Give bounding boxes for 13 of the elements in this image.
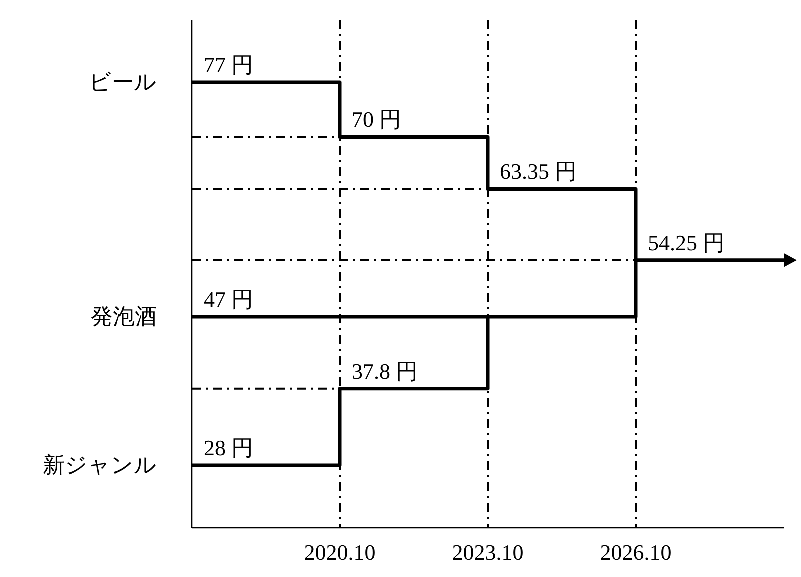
x-tick: 2023.10 — [452, 540, 524, 565]
value-label: 47 円 — [204, 286, 254, 312]
series-name: 発泡酒 — [91, 304, 157, 329]
series-name: 新ジャンル — [43, 452, 157, 478]
value-label: 28 円 — [204, 435, 254, 460]
value-label: 37.8 円 — [352, 358, 418, 384]
value-label: 63.35 円 — [500, 159, 577, 184]
value-label: 70 円 — [352, 107, 402, 132]
value-label: 77 円 — [204, 52, 254, 78]
x-tick: 2020.10 — [304, 540, 376, 565]
value-label: 54.25 円 — [648, 230, 725, 256]
series-name: ビール — [89, 70, 157, 95]
x-tick: 2026.10 — [600, 540, 672, 565]
